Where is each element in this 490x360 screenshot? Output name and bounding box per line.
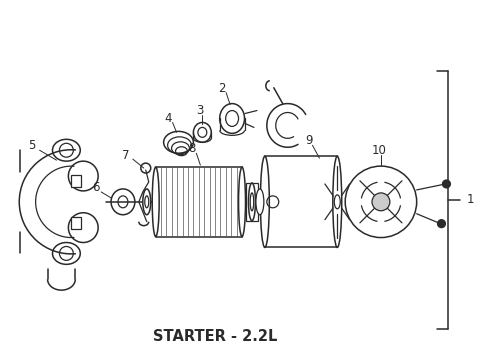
Text: 3: 3	[196, 104, 204, 117]
Bar	[72, 175, 81, 187]
Text: 6: 6	[93, 181, 100, 194]
Ellipse shape	[143, 189, 151, 215]
Circle shape	[438, 220, 445, 228]
Text: 10: 10	[371, 144, 387, 157]
Bar	[72, 217, 81, 229]
Circle shape	[345, 166, 416, 238]
Circle shape	[372, 193, 390, 211]
Text: 2: 2	[219, 82, 226, 95]
Ellipse shape	[256, 189, 264, 215]
Ellipse shape	[260, 156, 270, 247]
Text: 4: 4	[165, 112, 172, 125]
Circle shape	[442, 180, 450, 188]
Ellipse shape	[239, 167, 245, 237]
Ellipse shape	[152, 167, 159, 237]
Text: 5: 5	[28, 139, 35, 152]
Text: 7: 7	[122, 149, 130, 162]
Text: 9: 9	[306, 134, 313, 147]
Bar	[246, 183, 258, 221]
Ellipse shape	[333, 156, 342, 247]
Text: 1: 1	[466, 193, 474, 206]
Text: STARTER - 2.2L: STARTER - 2.2L	[153, 329, 277, 344]
Bar	[156, 167, 242, 237]
Ellipse shape	[248, 183, 255, 221]
Bar	[265, 156, 337, 247]
Text: 8: 8	[189, 142, 196, 155]
